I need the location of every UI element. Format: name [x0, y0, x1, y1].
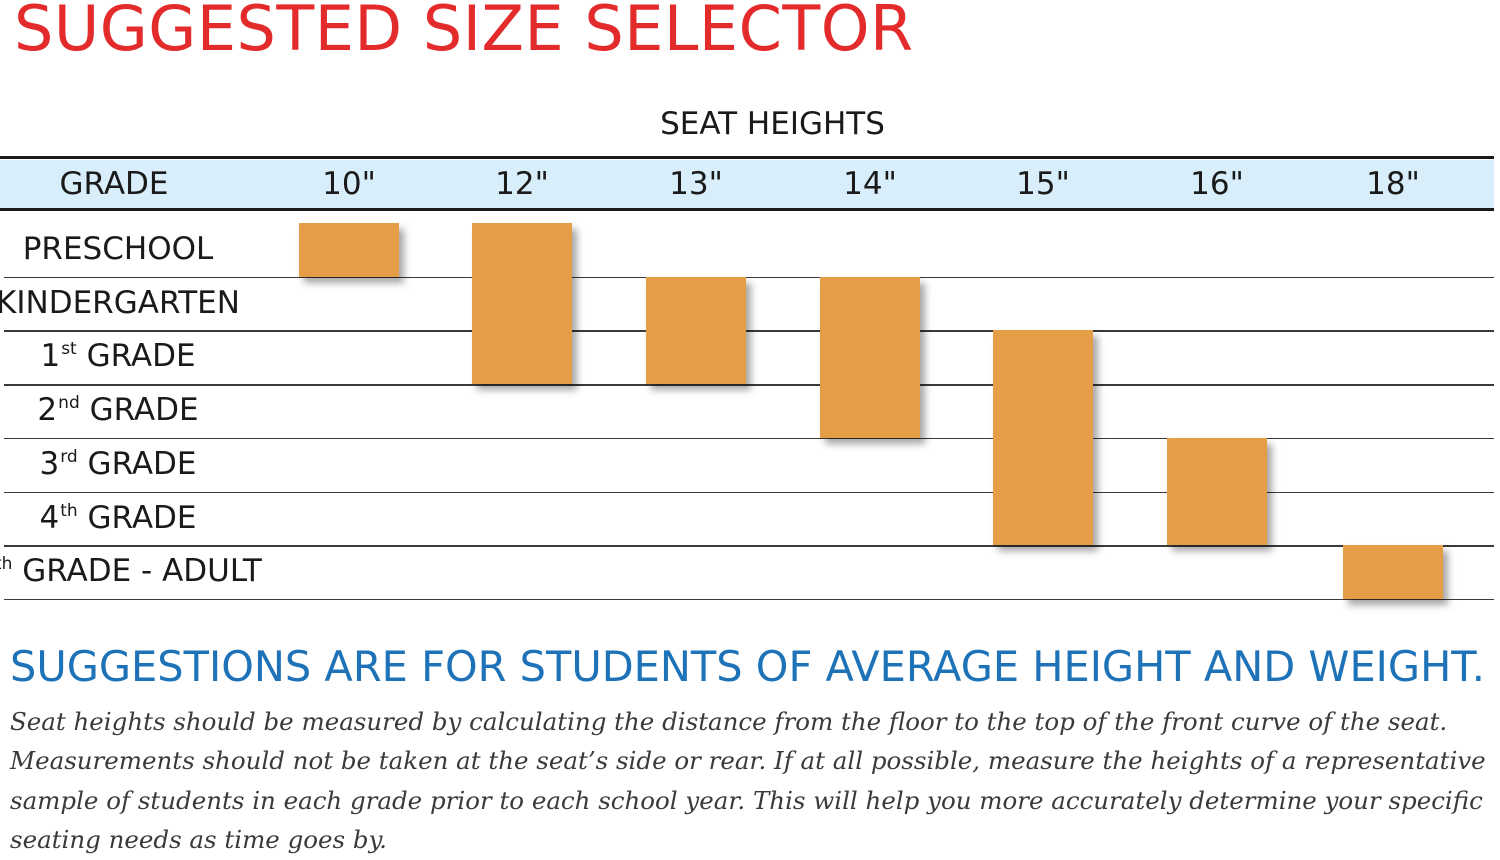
instruction-line: seating needs as time goes by.: [10, 825, 387, 855]
instruction-line: Seat heights should be measured by calcu…: [10, 707, 1448, 736]
row-divider: [4, 491, 1494, 493]
page-title: SUGGESTED SIZE SELECTOR: [14, 0, 914, 65]
instruction-line: sample of students in each grade prior t…: [10, 785, 1483, 815]
grade-column-header: GRADE: [59, 166, 169, 202]
row-divider: [4, 437, 1494, 440]
instruction-line: Measurements should not be taken at the …: [10, 746, 1486, 776]
recommended-range-bar: [820, 276, 920, 438]
grade-row-label: PRESCHOOL: [22, 231, 214, 267]
row-divider: [4, 545, 1494, 547]
grade-row-label: KINDERGARTEN: [0, 284, 240, 321]
grade-row-label: 1st GRADE: [40, 338, 196, 375]
seat-height-header: 18": [1366, 166, 1420, 202]
seat-height-header: 13": [669, 166, 723, 202]
row-divider: [4, 384, 1494, 386]
row-divider: [4, 276, 1494, 279]
seat-heights-label: SEAT HEIGHTS: [660, 106, 885, 142]
suggestions-headline: SUGGESTIONS ARE FOR STUDENTS OF AVERAGE …: [10, 642, 1485, 691]
grade-row-label: 3rd GRADE: [39, 445, 197, 482]
row-divider: [4, 598, 1494, 601]
seat-height-header: 12": [495, 166, 549, 202]
seat-height-header: 10": [322, 166, 376, 202]
measurement-instructions: Seat heights should be measured by calcu…: [10, 702, 1486, 860]
grade-row-label: 2nd GRADE: [37, 392, 199, 429]
row-divider: [4, 330, 1494, 332]
recommended-range-bar: [1343, 545, 1443, 599]
table-top-rule: [0, 156, 1494, 159]
seat-height-header: 15": [1016, 166, 1070, 202]
recommended-range-bar: [1167, 437, 1267, 546]
grade-row-label: 5th GRADE - ADULT: [0, 553, 262, 590]
table-header-rule: [0, 208, 1494, 211]
recommended-range-bar: [472, 223, 572, 385]
grade-row-label: 4th GRADE: [39, 499, 197, 536]
seat-height-header: 16": [1190, 166, 1244, 202]
recommended-range-bar: [299, 223, 399, 277]
recommended-range-bar: [993, 330, 1093, 546]
table-header-band: [0, 160, 1494, 208]
recommended-range-bar: [646, 276, 746, 385]
seat-height-header: 14": [843, 166, 897, 202]
